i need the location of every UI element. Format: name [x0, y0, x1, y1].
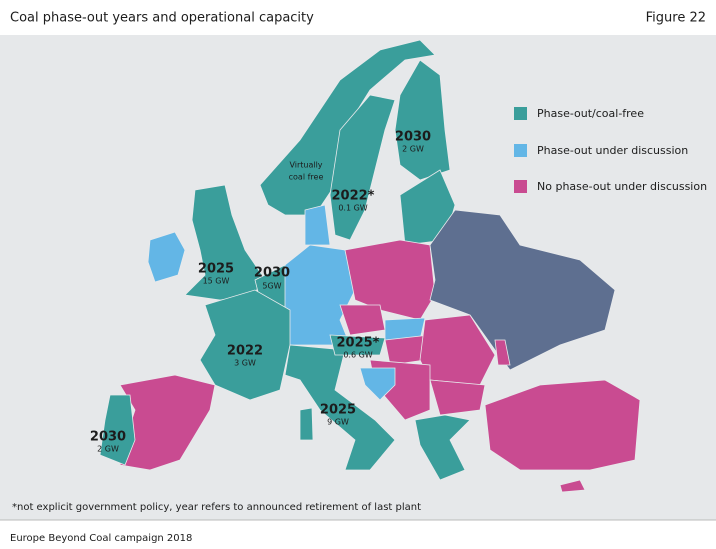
norway [259, 39, 436, 216]
denmark [304, 204, 331, 246]
greece [414, 414, 471, 481]
year: 2025 [198, 262, 234, 277]
footnote: *not explicit government policy, year re… [12, 502, 421, 513]
year: 2025* [337, 336, 380, 351]
year: 2030 [395, 130, 431, 145]
belarus-ukraine [429, 209, 616, 371]
legend-label: Phase-out/coal-free [537, 107, 644, 120]
bulgaria [429, 379, 486, 416]
legend-swatch [514, 107, 527, 120]
capacity: 0.1 GW [338, 204, 367, 213]
sweden [329, 94, 396, 241]
turkey [484, 379, 641, 471]
italy [284, 344, 396, 471]
capacity: 0.6 GW [343, 351, 372, 360]
sardinia [299, 407, 314, 441]
legend-swatch [514, 180, 527, 193]
virtually-coal-free: coal free [289, 173, 324, 182]
countries [99, 39, 641, 493]
year: 2025 [320, 403, 356, 418]
ireland [147, 231, 186, 283]
france [199, 289, 291, 401]
capacity: 2 GW [402, 145, 424, 154]
figure-label: Figure 22 [646, 11, 706, 26]
capacity: 9 GW [327, 418, 349, 427]
legend-label: Phase-out under discussion [537, 144, 688, 157]
year: 2022* [332, 189, 375, 204]
legend-label: No phase-out under discussion [537, 180, 707, 193]
moldova [494, 339, 511, 366]
austria [329, 334, 386, 356]
poland [344, 239, 436, 321]
croatia [359, 367, 396, 401]
title: Coal phase-out years and operational cap… [10, 11, 314, 26]
capacity: 2 GW [97, 445, 119, 454]
legend: Phase-out/coal-free Phase-out under disc… [514, 107, 707, 193]
annotations: 2030 2 GW 2022* 0.1 GW 2025 15 GW 2030 5… [90, 130, 431, 454]
capacity: 15 GW [203, 277, 230, 286]
finland [394, 59, 451, 181]
year: 2030 [90, 430, 126, 445]
virtually-coal-free: Virtually [289, 161, 322, 170]
germany [279, 244, 356, 346]
year: 2030 [254, 266, 290, 281]
capacity: 3 GW [234, 359, 256, 368]
capacity: 5GW [262, 282, 281, 291]
legend-swatch [514, 144, 527, 157]
source: Europe Beyond Coal campaign 2018 [10, 533, 192, 544]
year: 2022 [227, 344, 263, 359]
cyprus [559, 479, 586, 493]
portugal [99, 394, 136, 466]
